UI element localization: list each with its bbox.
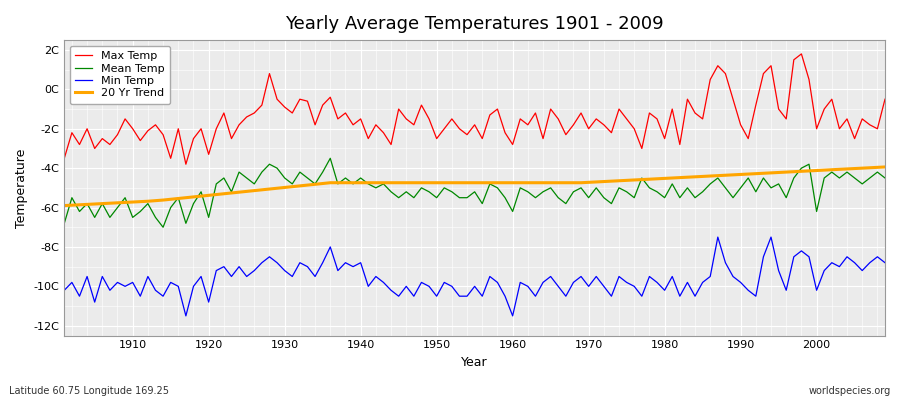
Text: worldspecies.org: worldspecies.org <box>809 386 891 396</box>
Max Temp <box>508 142 518 147</box>
Y-axis label: Temperature: Temperature <box>15 148 28 228</box>
Line: Min Temp: Min Temp <box>64 237 885 316</box>
Max Temp <box>879 97 890 102</box>
20 Yr Trend <box>508 180 518 185</box>
Max Temp <box>606 130 616 135</box>
Mean Temp <box>120 195 130 200</box>
Line: Mean Temp: Mean Temp <box>64 158 885 227</box>
Line: Max Temp: Max Temp <box>64 54 885 164</box>
20 Yr Trend <box>287 184 298 189</box>
Max Temp <box>181 162 192 167</box>
Min Temp <box>340 260 351 265</box>
Min Temp <box>294 260 305 265</box>
Mean Temp <box>879 176 890 180</box>
20 Yr Trend <box>598 179 609 184</box>
Max Temp <box>120 116 130 121</box>
Mean Temp <box>294 170 305 174</box>
20 Yr Trend <box>58 203 69 208</box>
Text: Latitude 60.75 Longitude 169.25: Latitude 60.75 Longitude 169.25 <box>9 386 169 396</box>
Mean Temp <box>614 186 625 190</box>
Max Temp <box>58 156 69 161</box>
Line: 20 Yr Trend: 20 Yr Trend <box>64 167 885 206</box>
Min Temp <box>120 284 130 289</box>
20 Yr Trend <box>332 180 343 185</box>
Max Temp <box>340 110 351 115</box>
Mean Temp <box>325 156 336 161</box>
Mean Temp <box>158 225 168 230</box>
20 Yr Trend <box>500 180 510 185</box>
X-axis label: Year: Year <box>462 356 488 369</box>
Min Temp <box>606 294 616 298</box>
Mean Temp <box>58 221 69 226</box>
Min Temp <box>508 314 518 318</box>
Min Temp <box>879 260 890 265</box>
Max Temp <box>294 97 305 102</box>
20 Yr Trend <box>120 200 130 205</box>
Title: Yearly Average Temperatures 1901 - 2009: Yearly Average Temperatures 1901 - 2009 <box>285 15 664 33</box>
Mean Temp <box>515 186 526 190</box>
Mean Temp <box>522 189 533 194</box>
20 Yr Trend <box>879 164 890 169</box>
Min Temp <box>181 314 192 318</box>
Min Temp <box>713 235 724 240</box>
Min Temp <box>58 288 69 293</box>
Max Temp <box>515 116 526 121</box>
Legend: Max Temp, Mean Temp, Min Temp, 20 Yr Trend: Max Temp, Mean Temp, Min Temp, 20 Yr Tre… <box>70 46 170 104</box>
Max Temp <box>796 52 806 56</box>
Min Temp <box>515 280 526 285</box>
Mean Temp <box>347 182 358 186</box>
